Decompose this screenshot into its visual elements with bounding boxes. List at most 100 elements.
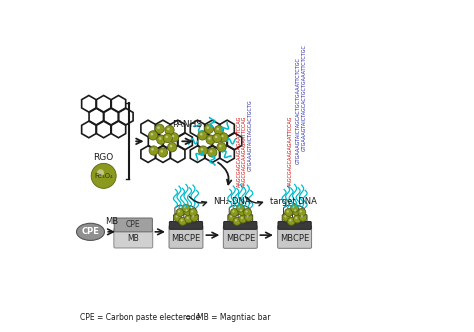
Circle shape [148,131,158,140]
Text: =: = [184,313,191,322]
Circle shape [165,125,174,135]
Circle shape [167,143,177,152]
Circle shape [301,215,303,217]
Circle shape [161,150,163,153]
Text: MB: MB [105,217,118,226]
Circle shape [245,213,253,221]
Circle shape [228,213,236,221]
Text: CPE = Carbon paste electerode: CPE = Carbon paste electerode [80,313,200,322]
Circle shape [157,135,166,144]
Circle shape [241,217,243,219]
Circle shape [219,133,228,142]
Circle shape [210,150,212,153]
Circle shape [244,208,252,216]
Circle shape [157,126,160,129]
Text: RGO: RGO [93,153,114,162]
Circle shape [97,169,104,176]
Circle shape [208,148,217,157]
Text: GTGAAAGTAICTAGCACTGCTG: GTGAAAGTAICTAGCACTGCTG [248,99,253,171]
Circle shape [217,128,219,130]
Circle shape [159,137,162,140]
Circle shape [240,209,242,211]
Circle shape [292,208,300,215]
Text: GTGAAAGTAICTAGCACTGCTGAAATTCTCTGC: GTGAAAGTAICTAGCACTGCTGAAATTCTCTGC [295,57,301,164]
Circle shape [149,146,158,155]
Circle shape [204,124,214,133]
Circle shape [213,133,222,143]
Circle shape [294,209,296,211]
Circle shape [176,215,178,217]
Circle shape [206,135,215,144]
FancyBboxPatch shape [223,225,257,248]
Circle shape [293,215,301,223]
Circle shape [155,124,164,133]
Circle shape [214,125,224,135]
Circle shape [176,208,184,216]
Text: MBCPE: MBCPE [171,234,201,243]
Circle shape [230,215,232,217]
Text: AAGCGAGCAAGAGAATTCCAG: AAGCGAGCAAGAGAATTCCAG [242,116,247,187]
Text: target DNA: target DNA [270,197,317,206]
Text: MBCPE: MBCPE [280,234,309,243]
Circle shape [298,208,306,216]
Circle shape [285,208,292,216]
Text: MB: MB [128,234,139,243]
Circle shape [299,213,307,221]
Circle shape [198,131,207,140]
Circle shape [158,148,167,157]
Circle shape [182,204,190,212]
FancyBboxPatch shape [114,228,153,248]
FancyBboxPatch shape [278,221,311,229]
Circle shape [300,210,302,212]
Circle shape [239,215,247,223]
Circle shape [199,146,208,155]
FancyBboxPatch shape [278,225,311,248]
Text: AAGCGAGCAAGAGAATTCCAG: AAGCGAGCAAGAGAATTCCAG [288,116,293,187]
FancyBboxPatch shape [169,225,203,248]
Circle shape [190,213,198,221]
Circle shape [192,215,194,217]
Circle shape [151,133,153,135]
Circle shape [191,210,193,212]
Text: MBCPE: MBCPE [226,234,255,243]
FancyBboxPatch shape [114,218,152,232]
Circle shape [235,219,237,221]
Text: PANHS: PANHS [173,120,203,129]
Circle shape [238,208,246,215]
Circle shape [291,204,299,212]
Circle shape [167,128,170,130]
Circle shape [207,126,209,129]
Circle shape [151,148,154,151]
Text: MB = Magntiac bar: MB = Magntiac bar [198,313,271,322]
Circle shape [246,210,247,212]
Circle shape [170,133,179,142]
Text: Fe₃O₄: Fe₃O₄ [94,173,113,179]
Circle shape [287,217,295,225]
Text: NH₂-DNA: NH₂-DNA [213,197,251,206]
Circle shape [163,133,173,143]
Circle shape [284,215,286,217]
Circle shape [170,145,172,147]
Circle shape [246,215,249,217]
Circle shape [237,204,244,212]
Circle shape [183,208,191,215]
FancyBboxPatch shape [169,221,202,229]
Text: GTGAAAGTAICTAGCACTGCTGAAATTCTCTGC: GTGAAAGTAICTAGCACTGCTGAAATTCTCTGC [302,44,307,151]
Circle shape [208,137,211,140]
Circle shape [181,219,183,221]
Circle shape [200,133,202,135]
Circle shape [215,135,218,138]
Circle shape [186,217,189,219]
Circle shape [295,217,297,219]
Circle shape [221,135,224,137]
Circle shape [178,210,180,212]
Circle shape [201,148,203,151]
Circle shape [283,213,291,221]
Circle shape [165,135,168,138]
Circle shape [233,217,241,225]
Text: CPE: CPE [126,220,141,229]
Circle shape [289,219,292,221]
Circle shape [91,163,116,188]
Circle shape [179,217,187,225]
FancyBboxPatch shape [224,221,257,229]
